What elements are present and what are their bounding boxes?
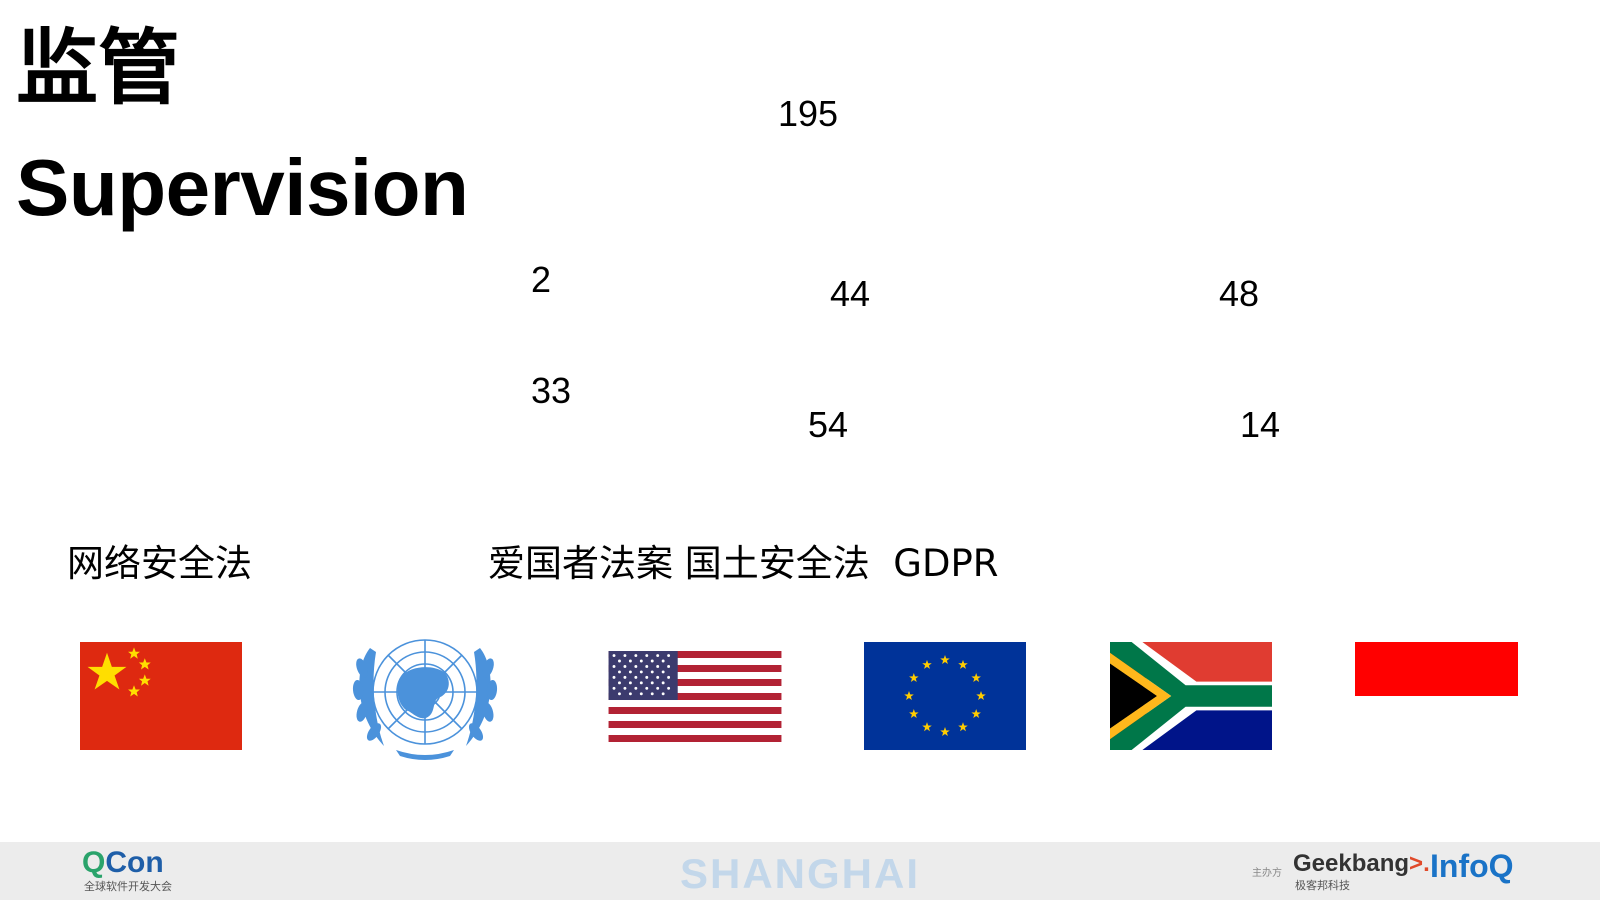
geekbang-subtitle: 极客邦科技 <box>1295 879 1350 892</box>
eu-star-icon <box>976 691 986 701</box>
number-44: 44 <box>830 273 871 314</box>
eu-star-icon <box>909 709 919 719</box>
geekbang-logo-a: Geek <box>1293 850 1352 877</box>
footer-bar: QCon 全球软件开发大会 SHANGHAI 主办方 Geekbang>. 极客… <box>0 842 1600 900</box>
page-title-en: Supervision <box>16 143 469 232</box>
number-14: 14 <box>1240 404 1281 445</box>
geekbang-logo-b: bang <box>1351 850 1410 877</box>
infoq-logo: InfoQ <box>1430 848 1514 884</box>
number-48: 48 <box>1219 273 1260 314</box>
eu-star-icon <box>971 709 981 719</box>
eu-star-icon <box>940 727 950 737</box>
un-emblem <box>352 639 498 760</box>
geekbang-logo: Geekbang>. <box>1293 852 1430 876</box>
qcon-subtitle: 全球软件开发大会 <box>84 880 172 893</box>
eu-star-icon <box>922 722 932 732</box>
indonesia-flag <box>1355 642 1518 750</box>
eu-star-icon <box>971 673 981 683</box>
city-name: SHANGHAI <box>679 850 920 897</box>
eu-flag <box>864 642 1026 750</box>
page-title-cn: 监管 <box>16 21 181 116</box>
eu-star-icon <box>909 673 919 683</box>
south-africa-flag <box>1110 642 1272 750</box>
number-195: 195 <box>778 93 839 134</box>
number-2: 2 <box>531 259 552 300</box>
china-flag <box>80 642 242 750</box>
law-china: 网络安全法 <box>67 542 252 585</box>
eu-star-icon <box>958 722 968 732</box>
eu-star-icon <box>958 659 968 669</box>
qcon-logo-con: Con <box>105 846 164 879</box>
eu-star-icon <box>904 691 914 701</box>
qcon-logo: QCon <box>82 848 164 878</box>
number-54: 54 <box>808 404 849 445</box>
number-33: 33 <box>531 370 572 411</box>
qcon-logo-q: Q <box>82 846 106 879</box>
law-others: 爱国者法案 国土安全法 GDPR <box>488 542 999 585</box>
eu-star-icon <box>922 659 932 669</box>
organizer-label: 主办方 <box>1252 868 1282 879</box>
eu-star-icon <box>940 655 950 665</box>
geekbang-arrow: >. <box>1409 850 1430 877</box>
us-flag <box>608 651 782 742</box>
